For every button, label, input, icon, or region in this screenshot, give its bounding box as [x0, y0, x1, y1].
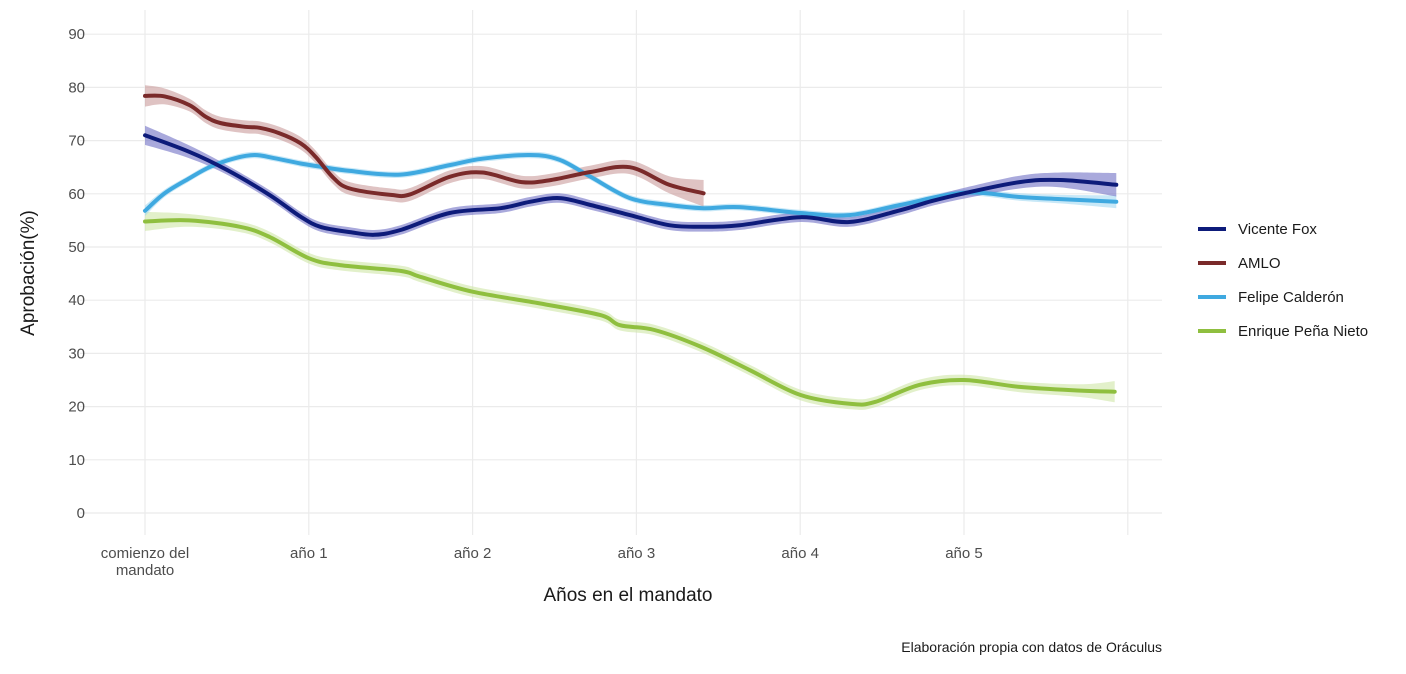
x-tick-label-line: año 1: [290, 545, 328, 562]
legend-item-vicente-fox: Vicente Fox: [1198, 221, 1317, 238]
y-tick-label: 90: [68, 26, 85, 43]
confidence-band-enrique-pena-nieto: [145, 211, 1115, 410]
x-tick-label-line: mandato: [116, 562, 174, 579]
x-axis-ticks: comienzo del mandato año 1 año 2 año 3 año 4 a…: [101, 545, 983, 579]
series-line-felipe-calderon: [143, 152, 1119, 218]
x-tick-label-line: año 2: [454, 545, 492, 562]
x-tick-label: año 1: [290, 545, 328, 562]
y-tick-label: 70: [68, 133, 85, 150]
legend-item-enrique-pena-nieto: Enrique Peña Nieto: [1198, 323, 1368, 340]
legend-item-amlo: AMLO: [1198, 255, 1281, 272]
legend-item-felipe-calderon: Felipe Calderón: [1198, 289, 1344, 306]
series-line-vicente-fox: [143, 133, 1119, 237]
x-tick-label-line: comienzo del: [101, 545, 189, 562]
y-tick-label: 0: [77, 505, 85, 522]
x-tick-label: año 5: [945, 545, 983, 562]
x-tick-label: año 3: [618, 545, 656, 562]
x-axis-title: Años en el mandato: [543, 585, 712, 606]
series-lines: [143, 93, 1119, 407]
x-tick-label: año 2: [454, 545, 492, 562]
x-tick-label-line: año 4: [781, 545, 819, 562]
y-tick-label: 50: [68, 239, 85, 256]
series-line-enrique-pena-nieto: [143, 218, 1117, 407]
y-tick-label: 20: [68, 399, 85, 416]
y-tick-label: 40: [68, 292, 85, 309]
x-tick-label: comienzo del mandato: [101, 545, 189, 579]
series-line-amlo: [143, 93, 706, 199]
y-tick-label: 60: [68, 186, 85, 203]
x-tick-label-line: año 3: [618, 545, 656, 562]
y-axis-ticks: 0 10 20 30 40 50 60 70 80 90: [68, 26, 85, 522]
y-tick-label: 30: [68, 345, 85, 362]
grid-layer: [80, 10, 1162, 535]
legend-label: Enrique Peña Nieto: [1238, 323, 1368, 340]
x-tick-label-line: año 5: [945, 545, 983, 562]
legend-label: Vicente Fox: [1238, 221, 1317, 238]
chart-caption: Elaboración propia con datos de Oráculus: [901, 639, 1162, 655]
legend-label: Felipe Calderón: [1238, 289, 1344, 306]
x-tick-label: año 4: [781, 545, 819, 562]
y-axis-title: Aprobación(%): [18, 210, 39, 336]
y-tick-label: 80: [68, 79, 85, 96]
y-tick-label: 10: [68, 452, 85, 469]
legend: Vicente Fox AMLO Felipe Calderón Enrique Pe…: [1198, 221, 1368, 340]
legend-label: AMLO: [1238, 255, 1281, 272]
